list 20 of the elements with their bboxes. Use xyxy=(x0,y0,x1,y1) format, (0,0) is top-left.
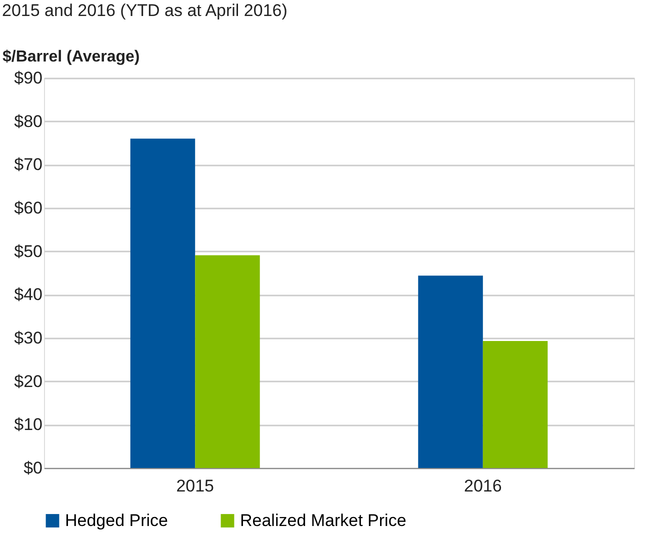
chart-title: 2015 and 2016 (YTD as at April 2016) xyxy=(2,1,288,20)
y-axis-title: $/Barrel (Average) xyxy=(2,48,140,66)
y-tick-label: $0 xyxy=(24,458,42,478)
y-tick-label: $70 xyxy=(14,155,42,174)
legend-label: Realized Market Price xyxy=(240,510,406,530)
legend-label: Hedged Price xyxy=(65,510,168,530)
x-tick-label: 2016 xyxy=(464,476,502,496)
x-tick-label: 2015 xyxy=(176,476,214,496)
y-tick-label: $80 xyxy=(14,112,42,131)
bar xyxy=(130,138,196,468)
y-tick-label: $50 xyxy=(14,242,42,261)
y-tick-label: $30 xyxy=(14,328,42,348)
bar xyxy=(482,341,548,468)
y-tick-label: $60 xyxy=(14,198,42,218)
y-tick-label: $40 xyxy=(14,285,42,304)
y-tick-label: $20 xyxy=(14,372,42,391)
y-tick-label: $90 xyxy=(14,68,42,88)
y-tick-label: $10 xyxy=(14,415,42,434)
bar xyxy=(418,276,483,468)
bar xyxy=(195,255,260,468)
